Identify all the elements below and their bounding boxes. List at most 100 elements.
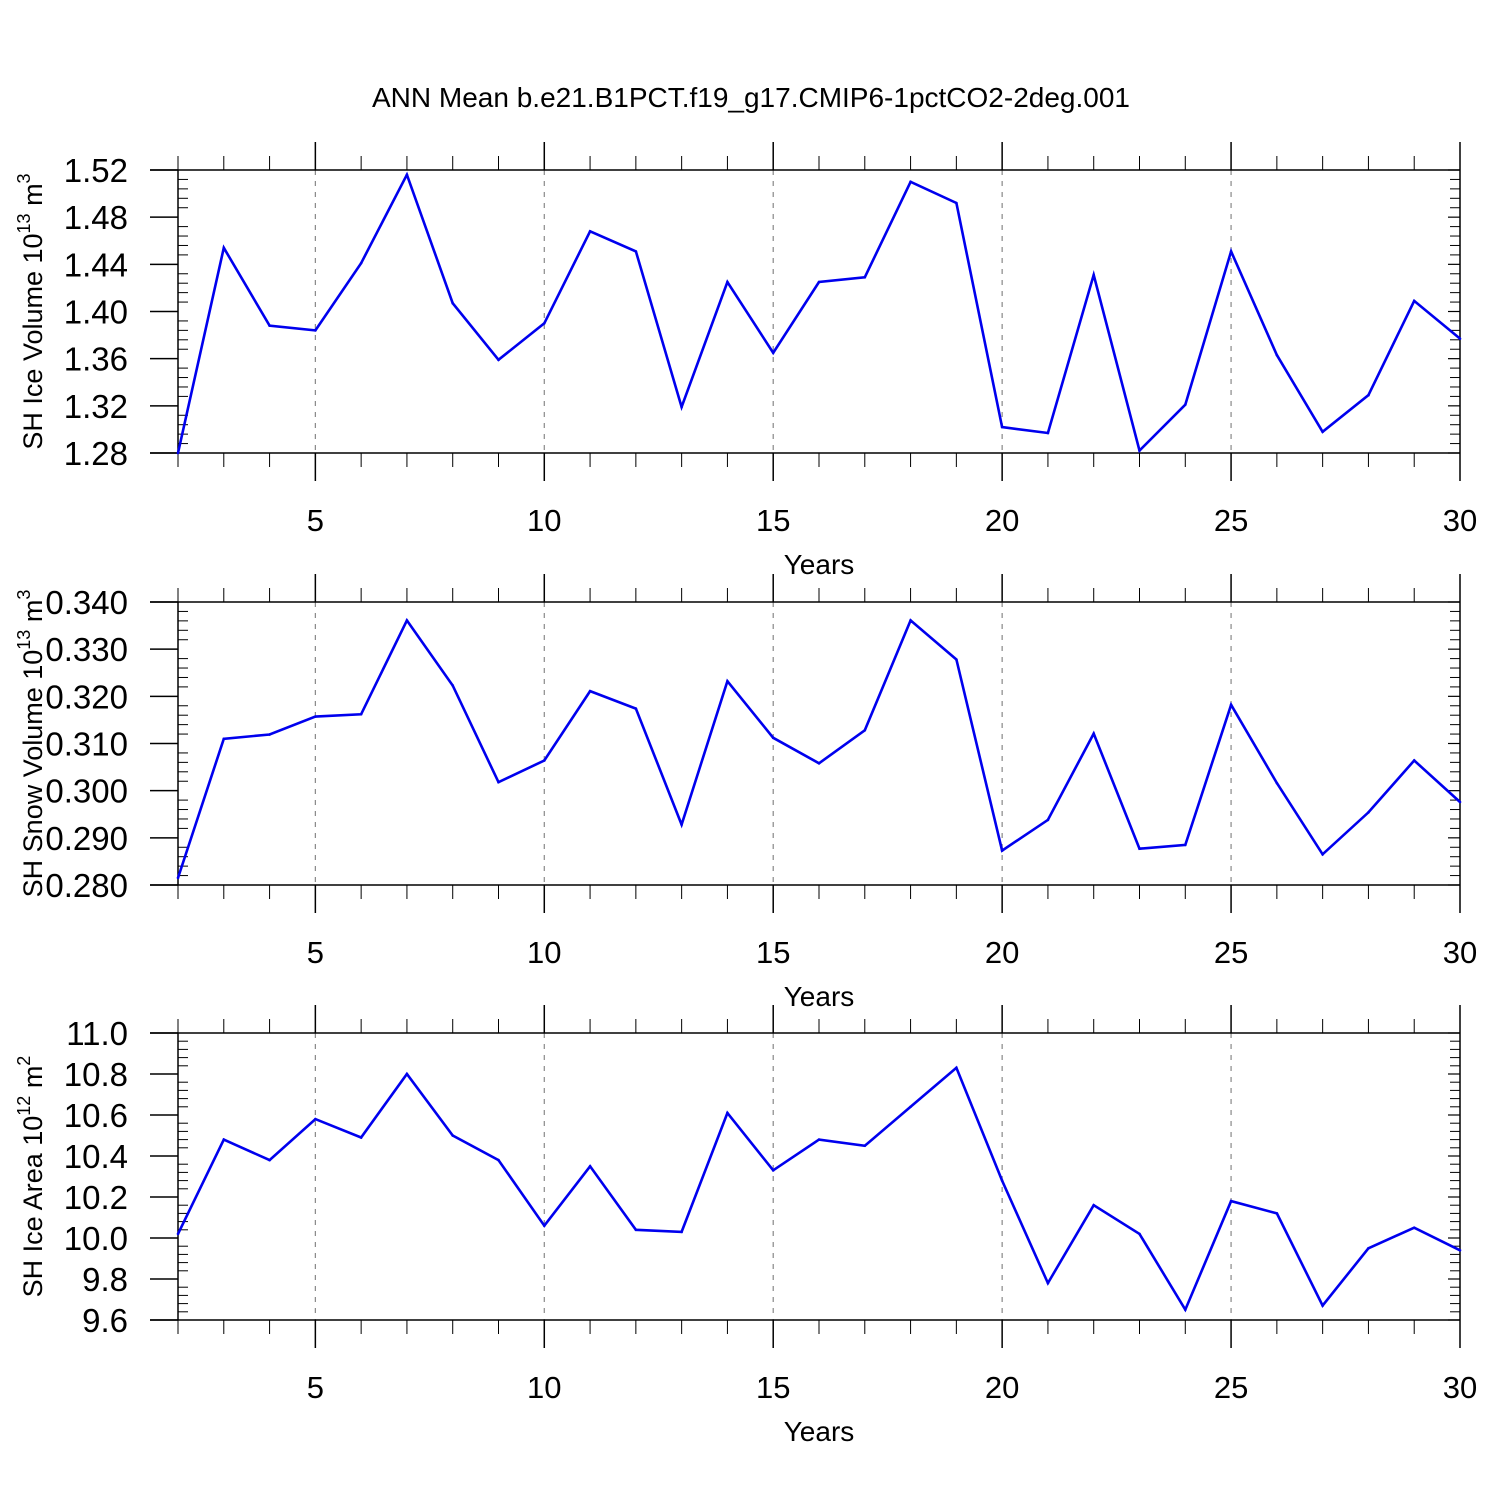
y-tick-label: 1.40 bbox=[64, 294, 128, 331]
data-point bbox=[1046, 818, 1050, 822]
data-point bbox=[863, 1144, 867, 1148]
x-tick-label: 30 bbox=[1443, 1370, 1477, 1405]
data-point bbox=[863, 728, 867, 732]
data-point bbox=[680, 1230, 683, 1234]
y-label-exponent: 12 bbox=[14, 1096, 34, 1116]
y-tick-label: 10.0 bbox=[64, 1220, 128, 1257]
y-tick-label: 10.2 bbox=[64, 1179, 128, 1216]
data-point bbox=[771, 1169, 775, 1172]
data-point bbox=[542, 1224, 546, 1227]
data-point bbox=[268, 733, 271, 736]
data-point bbox=[497, 358, 500, 362]
data-point bbox=[726, 280, 729, 284]
series-line bbox=[176, 1065, 1461, 1313]
data-point bbox=[1275, 1212, 1279, 1215]
data-point bbox=[1229, 703, 1233, 707]
data-point bbox=[451, 301, 455, 305]
x-tick-label: 25 bbox=[1214, 935, 1248, 970]
x-tick-label: 20 bbox=[985, 503, 1019, 538]
data-point bbox=[1412, 1226, 1416, 1230]
data-point bbox=[176, 451, 180, 455]
y-label-unit: m bbox=[18, 183, 48, 213]
x-tick-label: 30 bbox=[1443, 503, 1477, 538]
x-axis-label: Years bbox=[784, 981, 855, 1012]
data-point bbox=[405, 619, 409, 622]
data-point bbox=[497, 1158, 500, 1162]
y-label-exponent: 13 bbox=[14, 630, 34, 650]
y-tick-label: 1.36 bbox=[64, 341, 128, 378]
y-tick-label: 1.44 bbox=[64, 246, 128, 283]
data-point bbox=[1138, 847, 1141, 850]
data-point bbox=[405, 1072, 409, 1076]
y-tick-label: 0.300 bbox=[45, 773, 128, 810]
data-point bbox=[588, 1164, 592, 1168]
data-point bbox=[634, 1228, 638, 1232]
data-point bbox=[359, 712, 363, 716]
data-point bbox=[314, 1117, 317, 1121]
x-axis-label: Years bbox=[784, 549, 855, 580]
y-tick-label: 0.340 bbox=[45, 584, 128, 621]
x-tick-label: 5 bbox=[307, 1370, 324, 1405]
data-point bbox=[1229, 1199, 1233, 1203]
data-point bbox=[817, 1138, 821, 1141]
x-tick-label: 20 bbox=[985, 1370, 1019, 1405]
data-point bbox=[771, 736, 775, 740]
data-point bbox=[955, 1066, 958, 1070]
data-point bbox=[405, 173, 409, 177]
y-tick-label: 1.28 bbox=[64, 435, 128, 472]
data-point bbox=[1046, 1281, 1050, 1285]
x-tick-label: 10 bbox=[527, 503, 561, 538]
x-tick-label: 25 bbox=[1214, 503, 1248, 538]
y-label-unit-exponent: 2 bbox=[14, 1056, 34, 1066]
y-axis-label: SH Snow Volume 1013 m3 bbox=[14, 590, 48, 898]
data-point bbox=[1458, 337, 1462, 340]
data-point bbox=[1092, 273, 1096, 277]
data-point bbox=[634, 250, 638, 253]
data-point bbox=[1275, 353, 1279, 357]
data-point bbox=[1183, 1308, 1187, 1312]
data-point bbox=[680, 823, 683, 826]
y-label-exponent: 13 bbox=[14, 213, 34, 233]
data-point bbox=[588, 230, 592, 233]
data-point bbox=[268, 324, 271, 327]
data-point bbox=[1138, 1232, 1141, 1236]
data-point bbox=[1412, 299, 1416, 303]
y-tick-label: 0.290 bbox=[45, 820, 128, 857]
x-tick-label: 20 bbox=[985, 935, 1019, 970]
y-tick-label: 0.330 bbox=[45, 631, 128, 668]
data-point bbox=[1367, 1246, 1370, 1250]
data-point bbox=[1367, 393, 1370, 397]
y-label-unit: m bbox=[18, 1066, 48, 1096]
data-point bbox=[680, 405, 683, 409]
data-point bbox=[451, 684, 455, 687]
x-tick-label: 15 bbox=[756, 935, 790, 970]
data-point bbox=[1321, 853, 1324, 856]
y-axis-label: SH Ice Area 1012 m2 bbox=[14, 1056, 48, 1298]
x-tick-label: 10 bbox=[527, 1370, 561, 1405]
data-point bbox=[359, 261, 363, 265]
data-point bbox=[176, 876, 180, 880]
data-point bbox=[1092, 1203, 1096, 1207]
x-tick-label: 5 bbox=[307, 503, 324, 538]
data-point bbox=[497, 780, 500, 784]
data-point bbox=[222, 737, 226, 741]
data-point bbox=[222, 1138, 226, 1141]
data-point bbox=[1458, 800, 1462, 804]
data-point bbox=[314, 329, 317, 332]
data-point bbox=[1046, 431, 1050, 435]
data-point bbox=[1000, 1179, 1004, 1182]
data-point bbox=[771, 351, 775, 355]
x-tick-label: 15 bbox=[756, 503, 790, 538]
chart-panel-1: 1.28 1.32 1.36 1.40 1.44 1.48 1.52 5 10 15 20 25 30 Y… bbox=[14, 142, 1477, 580]
y-tick-label: 10.8 bbox=[64, 1056, 128, 1093]
data-point bbox=[222, 246, 226, 250]
x-axis-label: Years bbox=[784, 1416, 855, 1447]
data-point bbox=[1321, 1304, 1324, 1307]
data-point bbox=[955, 658, 958, 661]
data-point bbox=[1275, 781, 1279, 785]
y-label-text: SH Ice Volume 10 bbox=[18, 233, 48, 449]
y-label-text: SH Ice Area 10 bbox=[18, 1116, 48, 1298]
data-point bbox=[542, 321, 546, 325]
y-label-unit-exponent: 3 bbox=[14, 173, 34, 183]
